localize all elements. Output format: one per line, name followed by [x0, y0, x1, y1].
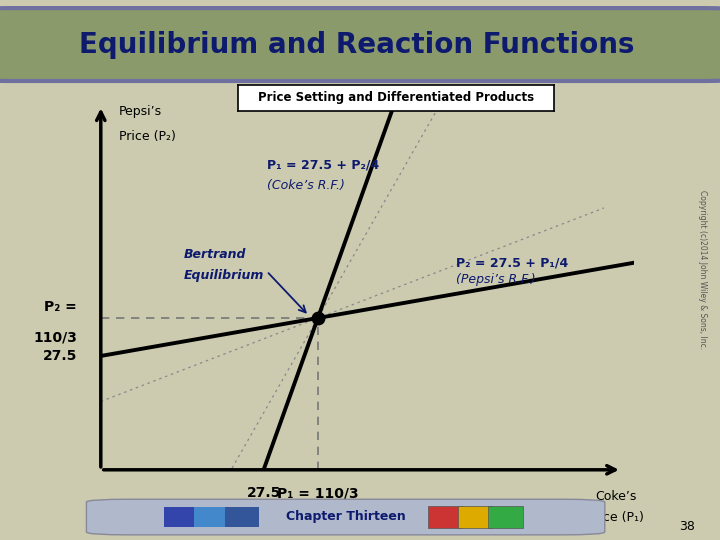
Text: (Pepsi’s R.F.): (Pepsi’s R.F.)	[456, 273, 536, 286]
Text: Copyright (c)2014 John Wiley & Sons, Inc.: Copyright (c)2014 John Wiley & Sons, Inc…	[698, 191, 706, 349]
Text: Bertrand: Bertrand	[184, 248, 246, 261]
Text: Price Setting and Differentiated Products: Price Setting and Differentiated Product…	[258, 91, 534, 104]
FancyBboxPatch shape	[458, 506, 492, 528]
Text: Price (P₂): Price (P₂)	[119, 130, 176, 143]
Text: 110/3: 110/3	[33, 330, 77, 345]
Text: P₂ = 27.5 + P₁/4: P₂ = 27.5 + P₁/4	[456, 256, 568, 269]
FancyBboxPatch shape	[164, 507, 199, 528]
Text: Price (P₁): Price (P₁)	[588, 511, 644, 524]
Text: (Coke’s R.F.): (Coke’s R.F.)	[266, 179, 344, 192]
Text: Coke’s: Coke’s	[595, 490, 636, 503]
FancyBboxPatch shape	[86, 499, 605, 535]
FancyBboxPatch shape	[225, 507, 259, 528]
Text: 27.5: 27.5	[42, 349, 77, 363]
Text: Equilibrium and Reaction Functions: Equilibrium and Reaction Functions	[78, 31, 634, 58]
Text: Pepsi’s: Pepsi’s	[119, 105, 162, 118]
FancyBboxPatch shape	[428, 506, 462, 528]
FancyBboxPatch shape	[0, 8, 720, 81]
Text: Equilibrium: Equilibrium	[184, 269, 264, 282]
FancyBboxPatch shape	[488, 506, 523, 528]
Text: Chapter Thirteen: Chapter Thirteen	[286, 510, 405, 523]
Text: P₂ =: P₂ =	[45, 300, 77, 314]
Text: 27.5: 27.5	[246, 487, 281, 501]
Text: 38: 38	[679, 520, 695, 533]
FancyBboxPatch shape	[194, 507, 229, 528]
Text: P₁ = 27.5 + P₂/4: P₁ = 27.5 + P₂/4	[266, 159, 379, 172]
Text: P₁ = 110/3: P₁ = 110/3	[277, 487, 359, 501]
